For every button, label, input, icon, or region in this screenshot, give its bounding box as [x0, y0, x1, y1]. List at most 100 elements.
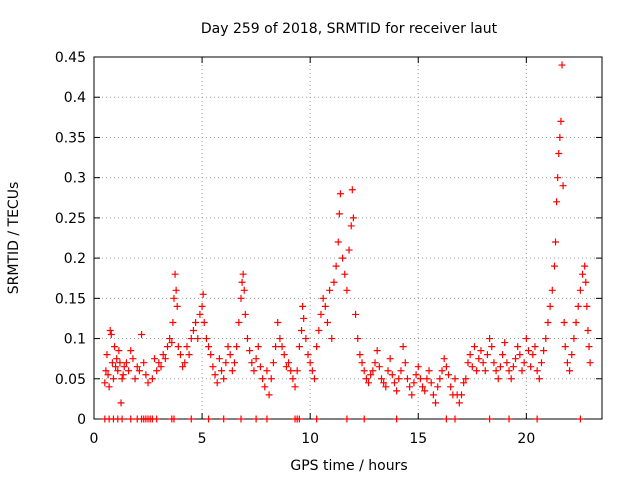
data-point	[115, 347, 123, 355]
data-point	[330, 278, 338, 286]
x-tick-label: 5	[198, 431, 207, 447]
data-point	[576, 415, 584, 423]
data-point	[153, 415, 161, 423]
data-point	[555, 150, 563, 158]
data-point	[168, 339, 176, 347]
data-point	[479, 359, 487, 367]
data-point	[332, 262, 340, 270]
data-point	[218, 367, 226, 375]
data-point	[265, 391, 273, 399]
y-tick-label: 0.15	[55, 291, 86, 307]
data-point	[220, 375, 228, 383]
data-point	[202, 335, 210, 343]
data-point	[272, 343, 280, 351]
data-point	[215, 355, 223, 363]
data-point	[475, 355, 483, 363]
data-point	[473, 367, 481, 375]
data-point	[375, 363, 383, 371]
data-point	[462, 375, 470, 383]
data-point	[442, 415, 450, 423]
data-point	[328, 335, 336, 343]
y-tick-label: 0.35	[55, 130, 86, 146]
data-point	[486, 335, 494, 343]
data-point	[138, 331, 146, 339]
data-point	[410, 379, 418, 387]
data-point	[183, 343, 191, 351]
data-point	[220, 415, 228, 423]
data-point	[505, 367, 513, 375]
data-point	[228, 367, 236, 375]
data-point	[103, 351, 111, 359]
data-point	[276, 335, 284, 343]
data-point	[570, 335, 578, 343]
data-point	[106, 327, 114, 335]
data-point	[287, 367, 295, 375]
data-point	[243, 335, 251, 343]
data-point	[187, 415, 195, 423]
data-point	[436, 375, 444, 383]
data-point	[263, 415, 271, 423]
data-point	[572, 318, 580, 326]
data-point	[531, 343, 539, 351]
data-point	[558, 61, 566, 69]
data-point	[486, 415, 494, 423]
data-point	[542, 335, 550, 343]
data-point	[235, 318, 243, 326]
data-point	[101, 379, 109, 387]
data-point	[525, 347, 533, 355]
data-point	[196, 310, 204, 318]
data-point	[540, 347, 548, 355]
data-point	[393, 415, 401, 423]
data-point	[503, 359, 511, 367]
data-point	[108, 359, 116, 367]
data-point	[516, 351, 524, 359]
data-point	[252, 415, 260, 423]
data-point	[246, 347, 254, 355]
data-point	[140, 359, 148, 367]
data-point	[326, 286, 334, 294]
data-point	[142, 371, 150, 379]
data-point	[118, 375, 126, 383]
data-point	[173, 302, 181, 310]
data-point	[432, 399, 440, 407]
data-point	[347, 222, 355, 230]
data-point	[114, 367, 122, 375]
data-point	[563, 359, 571, 367]
data-point	[282, 363, 290, 371]
data-point	[250, 367, 258, 375]
data-point	[295, 415, 303, 423]
data-point	[336, 190, 344, 198]
data-point	[261, 383, 269, 391]
data-point	[490, 359, 498, 367]
data-point	[537, 359, 545, 367]
data-point	[194, 335, 202, 343]
data-point	[205, 415, 213, 423]
data-point	[557, 117, 565, 125]
data-point	[127, 415, 135, 423]
data-point	[159, 351, 167, 359]
data-point	[209, 363, 217, 371]
data-point	[133, 363, 141, 371]
data-point	[205, 343, 213, 351]
data-point	[319, 294, 327, 302]
data-point	[512, 355, 520, 363]
data-point	[583, 302, 591, 310]
data-point	[499, 351, 507, 359]
data-point	[509, 363, 517, 371]
y-tick-label: 0	[77, 412, 86, 428]
data-point	[584, 327, 592, 335]
data-point	[233, 343, 241, 351]
data-point	[304, 351, 312, 359]
data-point	[365, 379, 373, 387]
data-point	[174, 343, 182, 351]
data-point	[522, 335, 530, 343]
grid	[94, 57, 602, 419]
data-point	[198, 302, 206, 310]
data-point	[576, 286, 584, 294]
data-point	[170, 294, 178, 302]
data-point	[568, 351, 576, 359]
data-point	[468, 363, 476, 371]
data-point	[554, 174, 562, 182]
data-point	[299, 302, 307, 310]
data-point	[274, 318, 282, 326]
